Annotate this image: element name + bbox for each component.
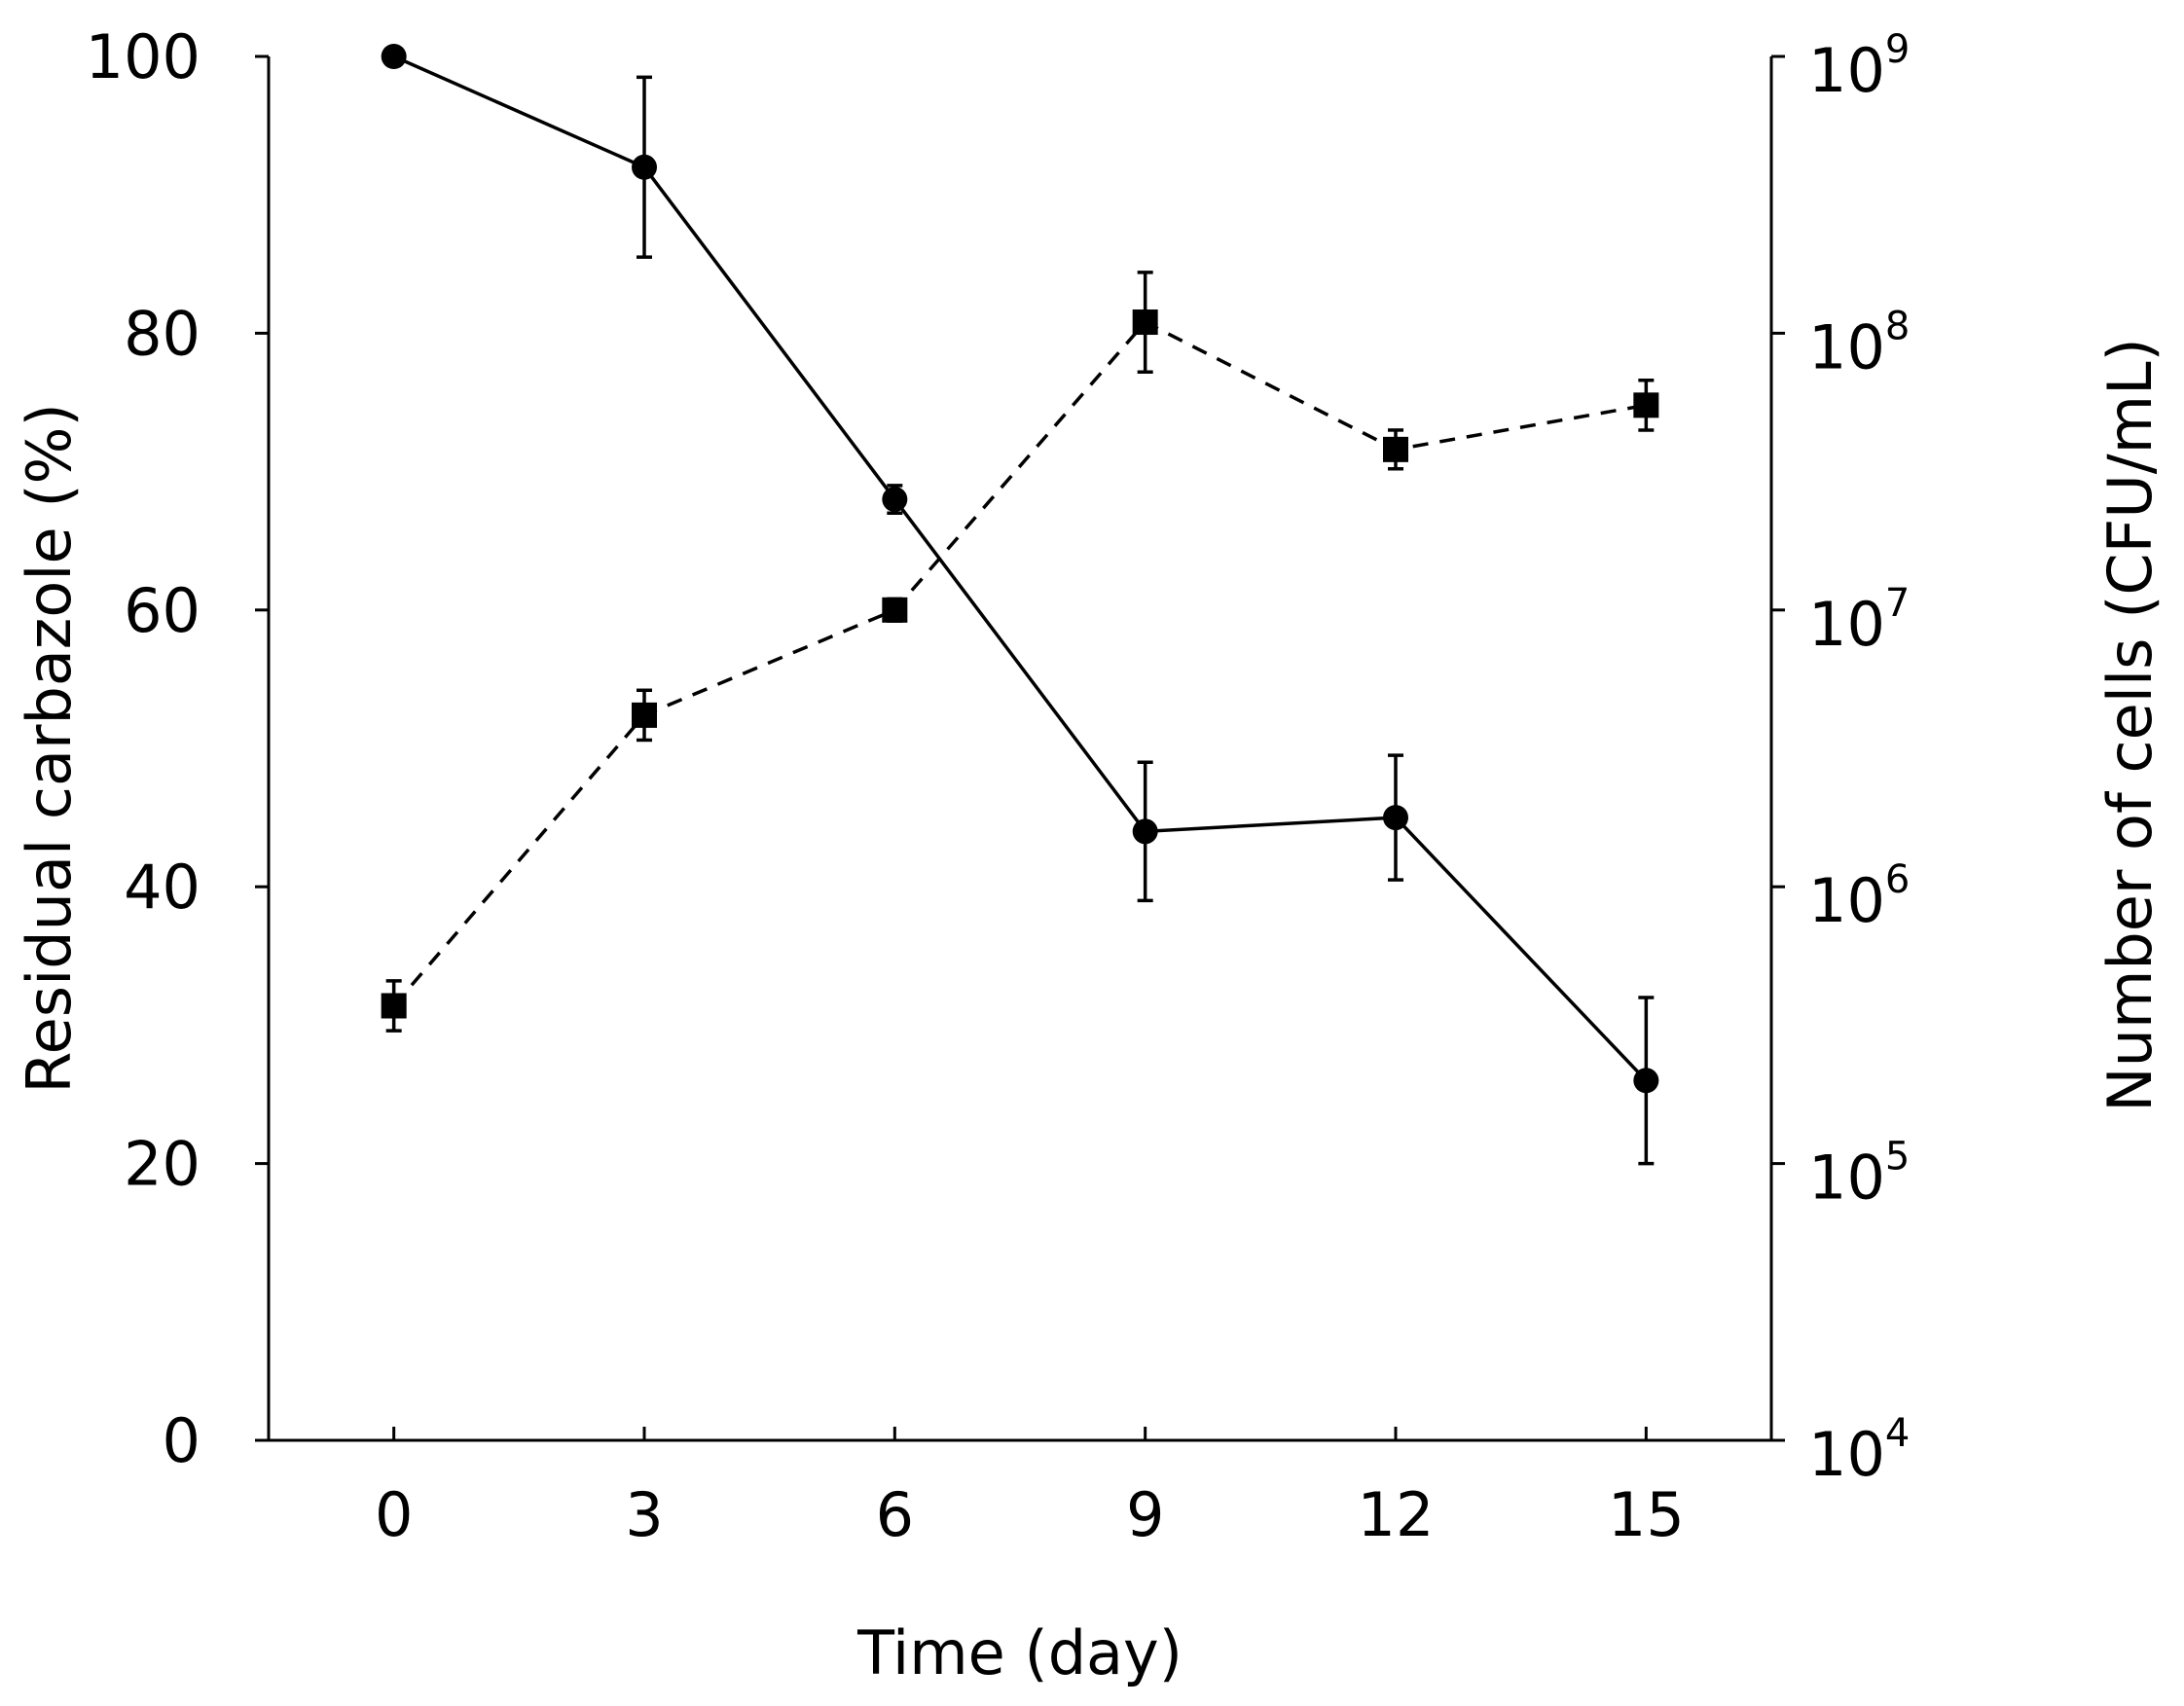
data-point-square — [1132, 309, 1158, 336]
x-tick-label: 15 — [1608, 1479, 1685, 1550]
data-point-circle — [1633, 1068, 1659, 1094]
y-left-tick-label: 40 — [124, 852, 200, 923]
y-left-tick-label: 0 — [163, 1405, 200, 1476]
left-y-axis-label: Residual carbazole (%) — [14, 403, 85, 1093]
data-point-square — [381, 993, 407, 1019]
series-line-number-of-cells — [392, 319, 1647, 1007]
y-right-tick-label: 105 — [1808, 1135, 1910, 1214]
data-point-square — [1383, 436, 1408, 462]
data-point-circle — [632, 154, 657, 180]
data-point-square — [632, 702, 657, 728]
data-point-circle — [381, 44, 407, 69]
series-number-of-cells — [381, 271, 1659, 1033]
y-right-tick-label: 106 — [1808, 857, 1910, 936]
y-right-tick-label: 104 — [1808, 1411, 1910, 1490]
y-right-tick-label: 109 — [1808, 27, 1910, 106]
series-layer — [381, 44, 1659, 1166]
y-right-tick-label: 107 — [1808, 581, 1910, 660]
y-left-tick-label: 60 — [124, 575, 200, 646]
y-right-ticks: 104 105 106 107 108 109 — [1771, 27, 1910, 1490]
data-point-circle — [1132, 818, 1158, 845]
x-tick-label: 9 — [1126, 1479, 1164, 1550]
right-y-axis-label: Number of cells (CFU/mL) — [2094, 338, 2166, 1111]
data-point-square — [882, 597, 908, 623]
series-residual-carbazole — [381, 44, 1659, 1166]
x-tick-label: 3 — [625, 1479, 663, 1550]
x-ticks: 0 3 6 9 12 15 — [375, 1427, 1685, 1550]
data-point-circle — [1383, 805, 1408, 831]
x-axis-label: Time (day) — [856, 1617, 1183, 1688]
x-tick-label: 6 — [876, 1479, 914, 1550]
data-point-square — [1633, 392, 1659, 418]
y-left-tick-label: 20 — [124, 1129, 200, 1200]
y-left-tick-label: 100 — [86, 21, 200, 92]
y-left-tick-label: 80 — [124, 298, 200, 369]
y-left-ticks: 0 20 40 60 80 100 — [86, 21, 269, 1476]
plot-frame — [267, 56, 1773, 1442]
y-right-tick-label: 108 — [1808, 304, 1910, 382]
series-line-residual-carbazole — [392, 54, 1648, 1082]
x-tick-label: 0 — [375, 1479, 413, 1550]
data-point-circle — [882, 487, 908, 513]
x-tick-label: 12 — [1358, 1479, 1435, 1550]
